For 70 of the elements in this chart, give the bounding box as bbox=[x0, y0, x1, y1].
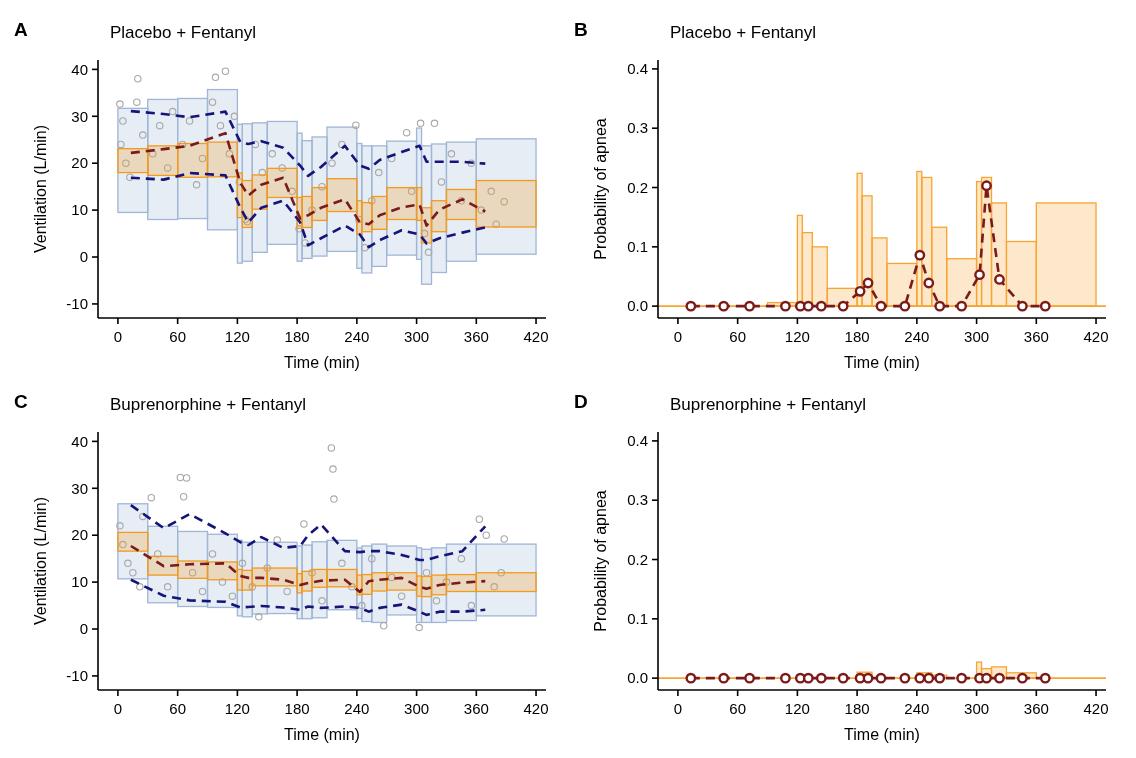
y-axis-title: Probability of apnea bbox=[592, 118, 609, 260]
y-tick-label: 0.2 bbox=[627, 550, 648, 568]
y-tick-label: 20 bbox=[71, 526, 88, 544]
x-tick-label: 240 bbox=[904, 700, 930, 717]
x-tick-label: 0 bbox=[673, 700, 683, 717]
y-tick-label: 0.3 bbox=[627, 491, 648, 509]
x-tick-label: 360 bbox=[463, 328, 489, 345]
x-tick-label: 120 bbox=[224, 700, 250, 717]
x-tick-label: 60 bbox=[169, 700, 186, 717]
text: A bbox=[14, 19, 28, 40]
x-tick-label: 60 bbox=[729, 700, 746, 717]
y-tick-label: 40 bbox=[71, 60, 88, 78]
x-tick-label: 0 bbox=[673, 328, 683, 345]
x-tick-label: 180 bbox=[284, 700, 310, 717]
x-tick-label: 0 bbox=[113, 700, 123, 717]
y-tick-label: 0.1 bbox=[627, 238, 648, 256]
y-tick-label: 40 bbox=[71, 432, 88, 450]
y-axis-title: Ventilation (L/min) bbox=[32, 496, 49, 626]
x-tick-label: 300 bbox=[964, 700, 990, 717]
x-axis-title: Time (min) bbox=[284, 354, 360, 371]
chart-title: Placebo + Fentanyl bbox=[110, 23, 257, 42]
y-tick-label: 0.1 bbox=[627, 610, 648, 628]
y-tick-label: 20 bbox=[71, 154, 88, 172]
x-tick-label: 420 bbox=[1083, 700, 1109, 717]
x-tick-label: 180 bbox=[844, 700, 870, 717]
x-axis-title: Time (min) bbox=[284, 726, 360, 743]
y-tick-label: 0.0 bbox=[627, 297, 648, 315]
x-axis-title: Time (min) bbox=[844, 354, 920, 371]
x-tick-label: 240 bbox=[904, 328, 930, 345]
x-tick-label: 120 bbox=[224, 328, 250, 345]
x-tick-label: 0 bbox=[113, 328, 123, 345]
y-tick-label: 10 bbox=[71, 573, 88, 591]
x-tick-label: 360 bbox=[463, 700, 489, 717]
y-tick-label: 0.0 bbox=[627, 669, 648, 687]
x-tick-label: 60 bbox=[169, 328, 186, 345]
x-tick-label: 60 bbox=[729, 328, 746, 345]
x-tick-label: 420 bbox=[523, 328, 549, 345]
y-tick-label: 0 bbox=[79, 248, 88, 266]
y-tick-label: 0.4 bbox=[627, 432, 648, 450]
y-tick-label: -10 bbox=[66, 295, 88, 313]
chart-title: Placebo + Fentanyl bbox=[670, 23, 817, 42]
y-tick-label: 0.3 bbox=[627, 119, 648, 137]
text: B bbox=[574, 19, 588, 40]
y-tick-label: -10 bbox=[66, 667, 88, 685]
x-tick-label: 300 bbox=[404, 328, 430, 345]
x-tick-label: 360 bbox=[1023, 328, 1049, 345]
x-tick-label: 420 bbox=[1083, 328, 1109, 345]
text: C bbox=[14, 391, 28, 412]
x-tick-label: 120 bbox=[784, 328, 810, 345]
chart-title: Buprenorphine + Fentanyl bbox=[110, 395, 307, 414]
x-tick-label: 300 bbox=[404, 700, 430, 717]
x-tick-label: 180 bbox=[844, 328, 870, 345]
x-tick-label: 300 bbox=[964, 328, 990, 345]
x-tick-label: 120 bbox=[784, 700, 810, 717]
y-tick-label: 10 bbox=[71, 201, 88, 219]
x-tick-label: 240 bbox=[344, 328, 370, 345]
x-axis-title: Time (min) bbox=[844, 726, 920, 743]
y-tick-label: 30 bbox=[71, 479, 88, 497]
x-tick-label: 360 bbox=[1023, 700, 1049, 717]
y-axis-title: Probability of apnea bbox=[592, 490, 609, 632]
text: D bbox=[574, 391, 588, 412]
y-tick-label: 0.4 bbox=[627, 60, 648, 78]
y-tick-label: 0.2 bbox=[627, 178, 648, 196]
y-tick-label: 30 bbox=[71, 107, 88, 125]
y-tick-label: 0 bbox=[79, 620, 88, 638]
x-tick-label: 420 bbox=[523, 700, 549, 717]
x-tick-label: 180 bbox=[284, 328, 310, 345]
y-axis-title: Ventilation (L/min) bbox=[32, 124, 49, 254]
x-tick-label: 240 bbox=[344, 700, 370, 717]
chart-title: Buprenorphine + Fentanyl bbox=[670, 395, 867, 414]
